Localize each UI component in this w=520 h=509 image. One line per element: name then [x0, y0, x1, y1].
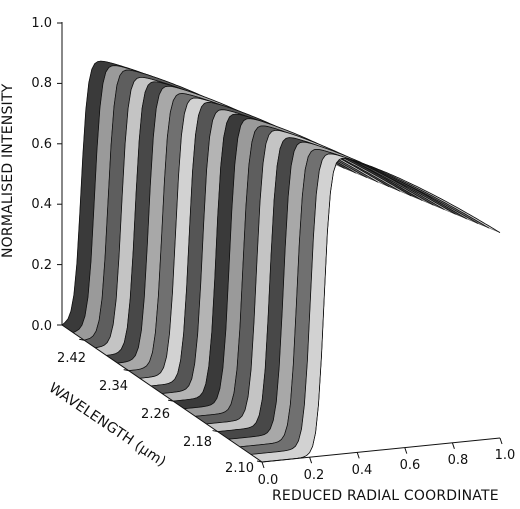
tick-mark [123, 369, 129, 372]
wavelength-tick-label: 2.42 [57, 351, 86, 366]
radial-tick-label: 0.6 [400, 458, 421, 473]
tick-mark [404, 447, 408, 454]
z-tick-label: 0.2 [31, 258, 52, 273]
tick-mark [168, 399, 174, 402]
tick-mark [256, 460, 263, 463]
tick-mark [451, 442, 455, 449]
z-tick-label: 0.0 [31, 319, 52, 334]
surface-profile-line [150, 101, 390, 387]
radial-axis-title: REDUCED RADIAL COORDINATE [272, 488, 499, 504]
z-axis-title: NORMALISED INTENSITY [0, 83, 16, 258]
z-tick-label: 1.0 [31, 16, 52, 31]
tick-marks [57, 22, 503, 469]
radial-tick-label: 0.8 [448, 453, 469, 468]
wavelength-tick-label: 2.10 [225, 461, 254, 476]
radial-axis-line [261, 437, 501, 463]
surface-profile-line [206, 129, 445, 425]
wavelength-tick-label: 2.18 [183, 435, 212, 450]
tick-mark [212, 430, 218, 433]
wavelength-axis-line [61, 324, 263, 463]
radial-tick-label: 0.0 [258, 473, 279, 488]
tick-mark [79, 338, 85, 341]
tick-mark [499, 437, 503, 445]
surface-profile-line [250, 153, 490, 455]
tick-mark [356, 452, 360, 459]
tick-mark [309, 457, 313, 464]
radial-tick-label: 1.0 [495, 448, 516, 463]
surface-profile-line [239, 148, 479, 448]
radial-tick-label: 0.4 [352, 463, 373, 478]
z-tick-label: 0.6 [31, 137, 52, 152]
wavelength-tick-label: 2.34 [99, 379, 128, 394]
surface-profile-line [184, 118, 423, 410]
z-tick-label: 0.8 [31, 76, 52, 91]
wavelength-tick-label: 2.26 [141, 407, 170, 422]
radial-tick-label: 0.2 [304, 468, 325, 483]
z-tick-label: 0.4 [31, 197, 52, 212]
tick-mark [261, 461, 265, 469]
surface-profile-line [228, 141, 467, 440]
surface-strips [61, 60, 501, 463]
